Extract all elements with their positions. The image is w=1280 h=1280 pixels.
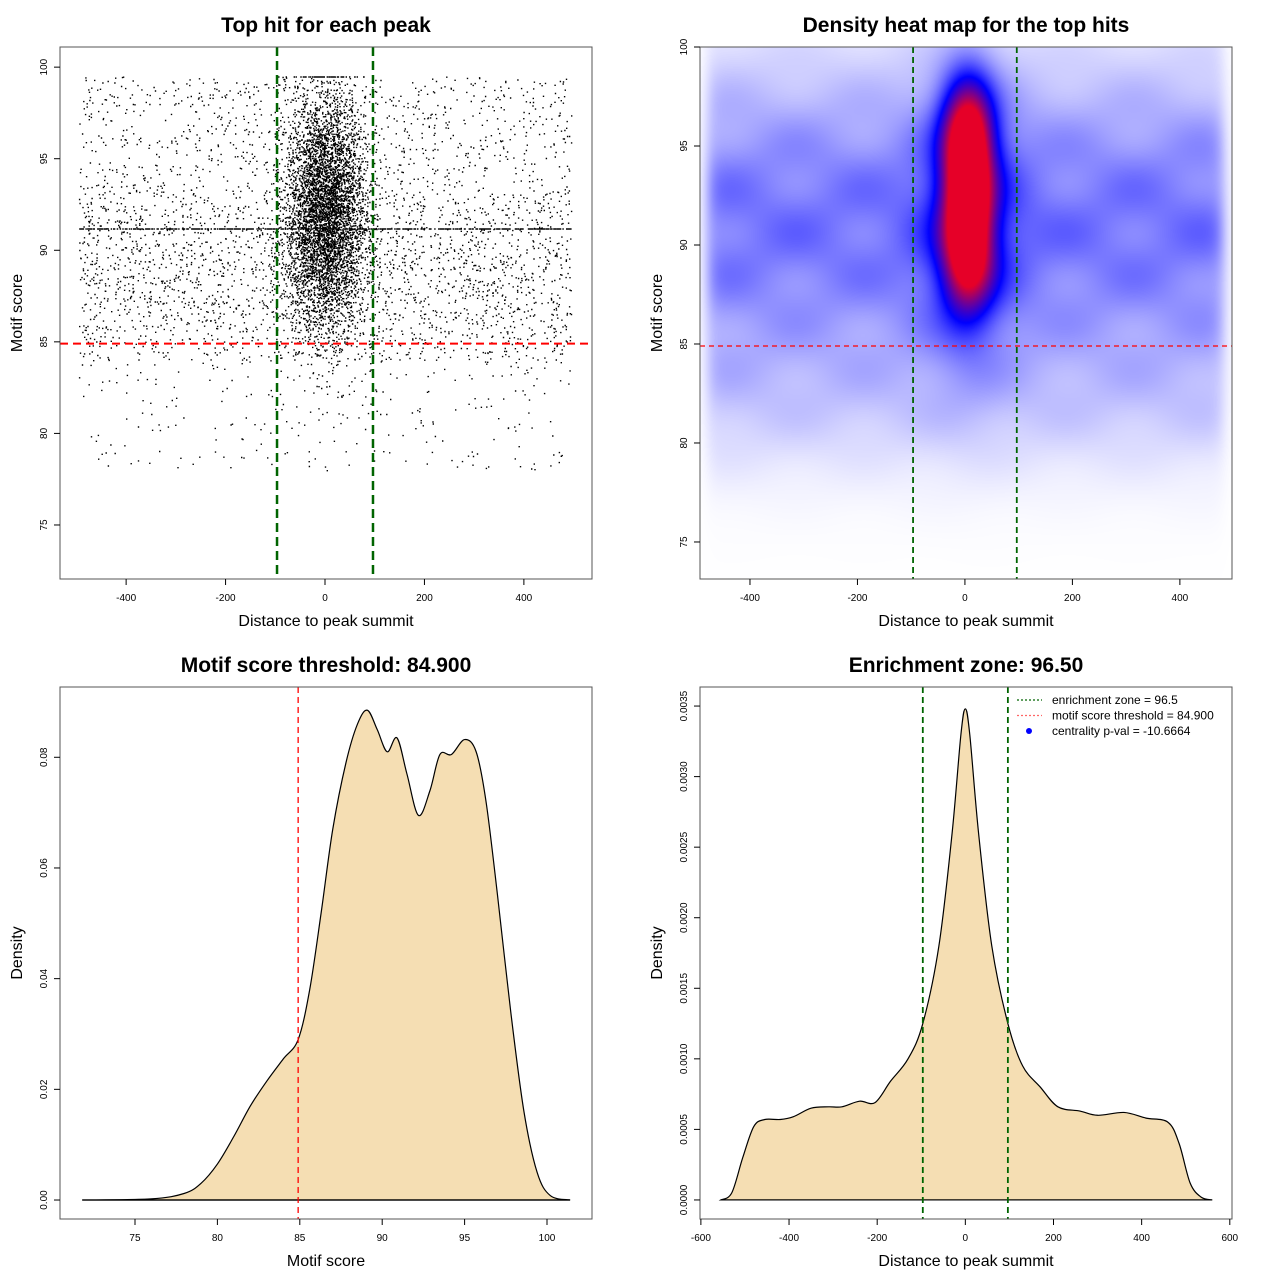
plot-area [82,687,571,1219]
y-tick-label: 90 [39,244,50,256]
x-tick-label: 600 [1221,1233,1238,1244]
x-tick-label: -400 [116,593,136,604]
x-tick-label: 400 [516,593,533,604]
chart-title: Top hit for each peak [221,14,431,37]
y-tick-label: 0.0035 [679,690,690,721]
x-tick-label: 90 [377,1233,389,1244]
legend-point-icon [1026,728,1032,734]
panel-1: -400 -200 0 200 400 75 80 85 90 95 100 Top hit for … [9,14,593,630]
panel-2: -400 -200 0 200 400 75 80 85 90 95 100 Density heat… [649,14,1233,630]
y-tick-label: 85 [679,338,690,350]
x-tick-label: 400 [1133,1233,1150,1244]
y-tick-label: 100 [39,58,50,75]
y-axis-label: Density [9,926,26,979]
plot-area [718,687,1213,1219]
legend-label: motif score threshold = 84.900 [1052,709,1214,723]
panel-4: -600 -400 -200 0 200 400 600 0.0000 0.0005 0.0010… [649,654,1239,1270]
plot-area [60,47,592,579]
x-tick-label: -600 [691,1233,711,1244]
x-tick-label: -200 [847,593,867,604]
y-tick-label: 0.04 [39,968,50,988]
x-tick-label: 400 [1172,593,1189,604]
y-tick-label: 80 [39,427,50,439]
y-tick-label: 90 [679,239,690,251]
y-tick-label: 75 [39,519,50,531]
y-tick-label: 0.06 [39,858,50,878]
density-curve [82,709,571,1201]
x-tick-label: -400 [740,593,760,604]
panel-3: 75 80 85 90 95 100 0.00 0.02 0.04 0.06 0.08 Motif s… [9,654,593,1270]
x-tick-label: 100 [539,1233,556,1244]
x-tick-label: -200 [216,593,236,604]
y-tick-label: 0.00 [39,1190,50,1210]
heatmap-image [700,47,1232,579]
y-tick-label: 0.0030 [679,761,690,792]
x-tick-label: 75 [129,1233,141,1244]
x-tick-label: 85 [294,1233,306,1244]
x-axis-label: Motif score [287,1253,365,1270]
y-tick-label: 0.0015 [679,973,690,1004]
y-tick-label: 80 [679,437,690,449]
y-tick-label: 85 [39,336,50,348]
legend-label: enrichment zone = 96.5 [1052,693,1178,707]
y-axis-label: Motif score [649,274,666,352]
y-axis-label: Motif score [9,274,26,352]
y-tick-label: 95 [39,153,50,165]
plot-area [700,47,1232,579]
y-tick-label: 0.0000 [679,1184,690,1215]
chart-title: Enrichment zone: 96.50 [849,654,1084,677]
x-tick-label: 0 [962,593,968,604]
y-tick-label: 0.0010 [679,1043,690,1074]
legend: enrichment zone = 96.5 motif score thresh… [1017,693,1214,738]
plot-frame [699,686,1233,1220]
x-axis-label: Distance to peak summit [238,613,414,630]
y-tick-label: 0.0020 [679,902,690,933]
x-tick-label: 200 [1045,1233,1062,1244]
chart-title: Motif score threshold: 84.900 [181,654,472,677]
x-tick-label: 200 [416,593,433,604]
density-curve [718,708,1213,1201]
x-tick-label: -200 [867,1233,887,1244]
y-tick-label: 0.02 [39,1079,50,1099]
plot-frame [699,46,1233,580]
y-tick-label: 0.0025 [679,831,690,862]
x-tick-label: 200 [1064,593,1081,604]
x-axis-label: Distance to peak summit [878,613,1054,630]
y-tick-label: 100 [679,38,690,55]
plot-frame [59,686,593,1220]
chart-title: Density heat map for the top hits [803,14,1130,37]
legend-label: centrality p-val = -10.6664 [1052,724,1191,738]
x-tick-label: 0 [322,593,328,604]
y-tick-label: 95 [679,140,690,152]
x-tick-label: 80 [212,1233,224,1244]
x-tick-label: -400 [779,1233,799,1244]
x-axis-label: Distance to peak summit [878,1253,1054,1270]
y-tick-label: 0.0005 [679,1114,690,1145]
scatter-points [78,76,573,472]
y-tick-label: 0.08 [39,747,50,767]
plot-frame [59,46,593,580]
x-tick-label: 95 [459,1233,471,1244]
y-tick-label: 75 [679,536,690,548]
y-axis-label: Density [649,926,666,979]
x-tick-label: 0 [963,1233,969,1244]
